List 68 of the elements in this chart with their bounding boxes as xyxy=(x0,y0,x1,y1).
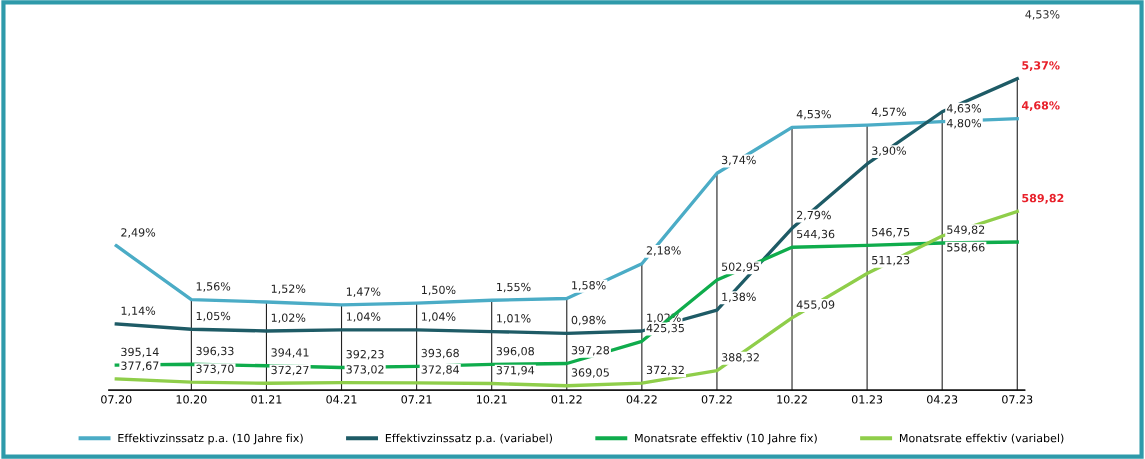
data-label: 1,58% xyxy=(572,281,606,291)
data-label: 4,63% xyxy=(946,104,982,114)
data-label: 394,41 xyxy=(271,348,309,358)
data-label: 425,35 xyxy=(646,323,684,334)
data-label: 1,04% xyxy=(422,312,456,322)
data-label: 1,14% xyxy=(121,306,156,317)
data-label: 1,38% xyxy=(722,292,756,303)
data-label: 369,05 xyxy=(571,368,609,378)
data-label: 3,74% xyxy=(721,155,756,166)
x-tick-label: 01.21 xyxy=(251,395,282,404)
data-label: 558,66 xyxy=(947,243,985,253)
data-label: 4,68% xyxy=(1021,101,1060,112)
data-label: 388,32 xyxy=(721,353,759,363)
data-label: 1,52% xyxy=(271,284,306,295)
data-label: 1,50% xyxy=(422,285,456,296)
legend-label: Monatsrate effektiv (variabel) xyxy=(899,433,1064,444)
data-label: 396,08 xyxy=(496,346,534,357)
data-label: 2,18% xyxy=(646,246,681,256)
data-label: 5,37% xyxy=(1022,61,1060,72)
x-tick-label: 04.21 xyxy=(326,395,357,404)
data-label: 3,90% xyxy=(872,146,906,156)
data-label: 372,27 xyxy=(271,365,309,376)
x-tick-label: 04.22 xyxy=(626,395,657,404)
data-label: 1,05% xyxy=(196,311,231,322)
data-label: 377,67 xyxy=(121,361,159,372)
data-label: 1,47% xyxy=(346,287,381,297)
data-label: 4,80% xyxy=(946,118,982,129)
data-label: 549,82 xyxy=(947,225,985,236)
data-label: 393,68 xyxy=(421,348,459,359)
legend-label: Effektivzinssatz p.a. (10 Jahre fix) xyxy=(118,433,303,445)
data-label: 511,23 xyxy=(872,255,910,266)
data-label: 455,09 xyxy=(796,300,835,310)
data-label: 1,55% xyxy=(497,282,531,293)
x-tick-label: 07.20 xyxy=(101,395,132,404)
data-label: 371,94 xyxy=(496,366,535,376)
data-label: 373,02 xyxy=(346,365,384,375)
data-label: 397,28 xyxy=(571,345,610,356)
data-label: 1,56% xyxy=(196,282,231,292)
data-label: 1,02% xyxy=(271,313,306,324)
data-label: 546,75 xyxy=(872,227,910,238)
data-label: 589,82 xyxy=(1022,193,1064,204)
x-tick-label: 01.23 xyxy=(851,395,883,404)
x-tick-label: 07.23 xyxy=(1002,395,1033,404)
x-tick-label: 04.23 xyxy=(927,395,958,404)
data-label: 544,36 xyxy=(797,229,835,240)
data-label: 1,04% xyxy=(346,312,381,322)
data-label: 372,32 xyxy=(646,365,684,376)
data-label: 396,33 xyxy=(196,346,234,357)
x-tick-label: 01.22 xyxy=(551,395,582,404)
legend-label: Monatsrate effektiv (10 Jahre fix) xyxy=(635,433,817,445)
data-label: 0,98% xyxy=(571,315,606,326)
data-label: 4,57% xyxy=(871,107,906,118)
data-label: 502,95 xyxy=(721,262,760,273)
x-tick-label: 10.22 xyxy=(777,395,807,404)
data-label: 2,49% xyxy=(121,228,156,238)
data-label: 4,53% xyxy=(796,109,831,120)
x-tick-label: 07.22 xyxy=(701,395,732,404)
data-label: 1,01% xyxy=(497,314,531,324)
data-label: 395,14 xyxy=(121,347,159,358)
x-tick-label: 07.21 xyxy=(401,395,432,404)
data-label: 372,84 xyxy=(421,365,460,375)
data-label: 2,79% xyxy=(797,210,831,221)
x-tick-label: 10.20 xyxy=(176,395,207,404)
data-label: 373,70 xyxy=(196,364,234,375)
x-tick-label: 10.21 xyxy=(477,395,507,404)
text: 4,53% xyxy=(1025,10,1060,20)
data-label: 392,23 xyxy=(346,349,384,360)
legend-label: Effektivzinssatz p.a. (variabel) xyxy=(385,433,553,445)
